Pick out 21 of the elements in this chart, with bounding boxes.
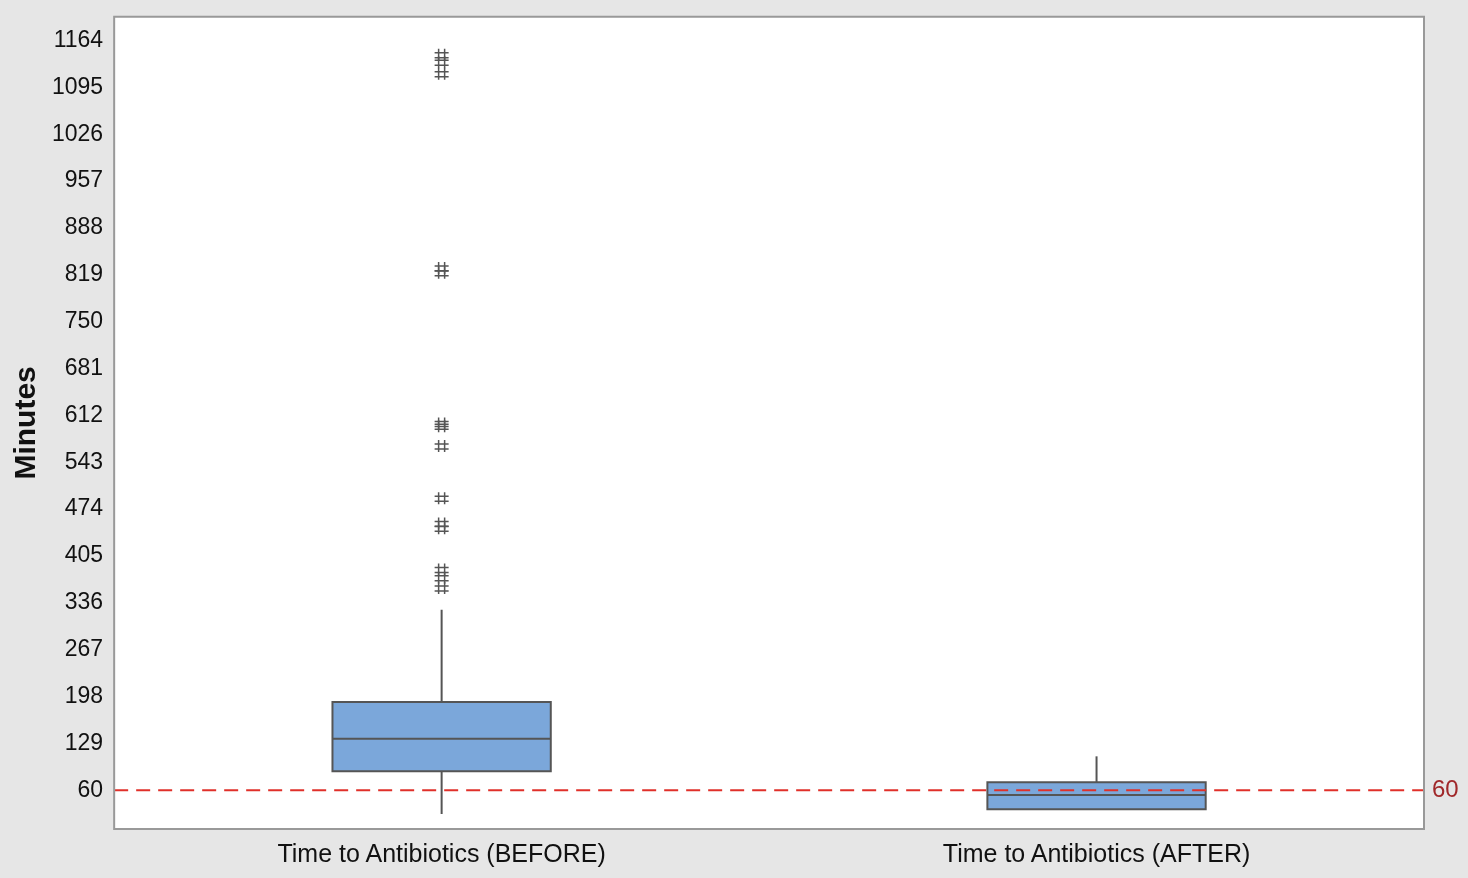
y-tick-label: 1095 bbox=[51, 72, 104, 99]
y-axis-title: Minutes bbox=[8, 366, 42, 480]
y-tick-label: 474 bbox=[64, 494, 104, 521]
y-tick-label: 819 bbox=[64, 260, 104, 287]
x-tick-label: Time to Antibiotics (AFTER) bbox=[942, 838, 1251, 867]
y-tick-label: 750 bbox=[64, 307, 104, 334]
y-tick-label: 612 bbox=[64, 400, 104, 427]
y-tick-label: 60 bbox=[77, 775, 104, 802]
y-tick-label: 543 bbox=[64, 447, 104, 474]
y-tick-label: 1026 bbox=[51, 119, 104, 146]
y-tick-label: 1164 bbox=[53, 25, 104, 52]
y-tick-label: 888 bbox=[64, 213, 104, 240]
y-tick-label: 336 bbox=[64, 588, 104, 615]
y-tick-label: 267 bbox=[64, 635, 104, 662]
y-tick-label: 681 bbox=[64, 353, 104, 380]
y-tick-label: 405 bbox=[64, 541, 104, 568]
y-tick-label: 198 bbox=[64, 681, 104, 708]
y-tick-label: 129 bbox=[64, 728, 104, 755]
ref-line-label: 60 bbox=[1432, 774, 1459, 802]
y-tick-label: 957 bbox=[64, 166, 104, 193]
x-tick-label: Time to Antibiotics (BEFORE) bbox=[277, 838, 606, 867]
